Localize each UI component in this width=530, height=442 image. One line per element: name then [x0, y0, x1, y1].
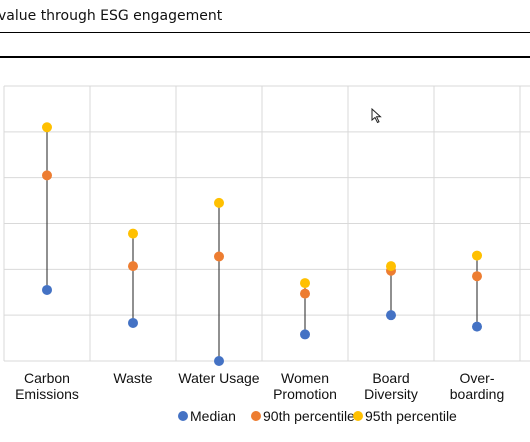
data-point-90th-percentile	[472, 271, 482, 282]
title-divider	[0, 32, 530, 33]
page-title: value through ESG engagement	[0, 8, 223, 24]
data-point-median	[128, 317, 138, 328]
category-label: Waste	[113, 370, 152, 386]
category-label: Diversity	[364, 386, 418, 402]
data-point-95th-percentile	[42, 122, 52, 133]
data-point-90th-percentile	[214, 251, 224, 262]
data-point-95th-percentile	[386, 261, 396, 272]
data-point-median	[42, 284, 52, 295]
legend-marker-95th-percentile	[353, 411, 363, 421]
category-label: Board	[372, 370, 409, 386]
legend-label: 95th percentile	[365, 408, 457, 424]
legend-marker-median	[178, 411, 188, 421]
data-point-90th-percentile	[300, 288, 310, 299]
category-label: Carbon	[24, 370, 70, 386]
data-point-median	[214, 356, 224, 366]
data-point-median	[386, 310, 396, 321]
data-point-95th-percentile	[472, 250, 482, 261]
header-divider	[0, 56, 530, 58]
category-label: Women	[281, 370, 329, 386]
category-label: boarding	[450, 386, 505, 402]
mouse-pointer-icon	[371, 108, 382, 124]
legend-label: 90th percentile	[263, 408, 355, 424]
data-point-median	[300, 329, 310, 340]
data-point-95th-percentile	[300, 278, 310, 289]
data-point-90th-percentile	[128, 261, 138, 272]
category-label: Over-	[460, 370, 495, 386]
data-point-95th-percentile	[128, 228, 138, 239]
legend-marker-90th-percentile	[251, 411, 261, 421]
data-point-median	[472, 321, 482, 332]
category-label: Water Usage	[178, 370, 259, 386]
category-label: Emissions	[15, 386, 79, 402]
data-point-90th-percentile	[42, 170, 52, 181]
legend-label: Median	[190, 408, 236, 424]
category-label: Promotion	[273, 386, 337, 402]
data-point-95th-percentile	[214, 197, 224, 208]
